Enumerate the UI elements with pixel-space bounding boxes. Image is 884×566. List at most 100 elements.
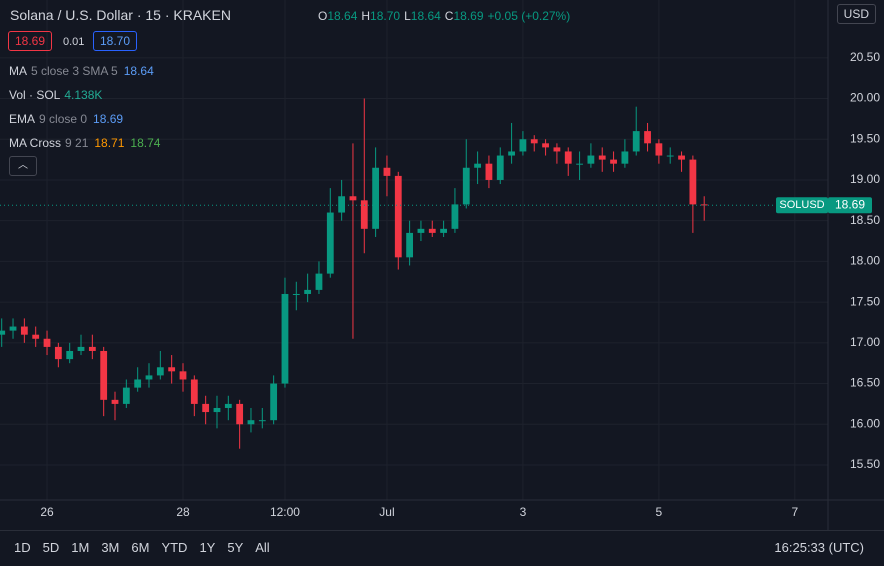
currency-button[interactable]: USD <box>836 4 876 24</box>
plot-background <box>0 0 884 530</box>
x-tick-label: 28 <box>176 505 190 519</box>
candle-body <box>145 375 153 380</box>
sell-button[interactable]: 18.69 <box>8 31 53 51</box>
range-button[interactable]: 6M <box>131 540 150 555</box>
candle-body <box>519 139 527 152</box>
candle-body <box>315 273 323 290</box>
candle-body <box>428 228 436 233</box>
ohlc-key: H <box>361 9 371 23</box>
candle-body <box>542 143 549 148</box>
indicator-value: 18.71 <box>94 136 125 150</box>
candle-body <box>111 399 119 404</box>
ohlc-value: 18.70 <box>370 9 401 23</box>
range-button[interactable]: 3M <box>101 540 120 555</box>
candle-body <box>292 293 300 295</box>
candle-body <box>372 167 380 229</box>
candle-body <box>202 403 210 413</box>
symbol-tag-text: SOLUSD <box>779 199 824 211</box>
candle-body <box>134 379 142 388</box>
y-tick-label: 15.50 <box>850 457 880 471</box>
spread: 0.01 <box>63 36 85 48</box>
x-tick-label: 7 <box>792 505 799 519</box>
collapse-button[interactable]: ︿ <box>9 156 37 176</box>
indicator-name: MA <box>9 64 27 78</box>
candle-body <box>360 200 368 229</box>
indicator-params: 5 close 3 SMA 5 <box>31 64 118 78</box>
candle-body <box>632 131 640 152</box>
candle-body <box>213 407 221 413</box>
range-button[interactable]: 1Y <box>199 540 216 555</box>
candle-body <box>689 159 697 205</box>
indicator-legend: MA 5 close 3 SMA 5 18.64 Vol · SOL 4.138K EMA… <box>9 62 166 158</box>
ohlc-key: L <box>404 9 411 23</box>
candle-body <box>587 155 595 164</box>
clock: 16:25:33 (UTC) <box>774 540 864 555</box>
ohlc-key: C <box>444 9 454 23</box>
range-buttons: 1D 5D 1M 3M 6M YTD 1Y 5Y All <box>14 540 282 555</box>
indicator-row[interactable]: EMA 9 close 0 18.69 <box>9 110 166 134</box>
y-tick-label: 17.50 <box>850 294 880 308</box>
indicator-value: 4.138K <box>64 88 103 102</box>
candle-body <box>304 289 312 294</box>
candle-body <box>281 293 289 384</box>
indicator-row[interactable]: MA 5 close 3 SMA 5 18.64 <box>9 62 166 86</box>
chart: 15.50 16.00 16.50 17.00 17.50 18.00 18.50 19.00… <box>0 0 884 530</box>
candle-body <box>270 383 278 421</box>
candle-body <box>338 196 346 213</box>
range-button[interactable]: YTD <box>161 540 188 555</box>
indicator-value: 18.74 <box>130 136 161 150</box>
candle-body <box>406 232 414 258</box>
y-tick-label: 20.00 <box>850 91 880 105</box>
candle-body <box>54 346 62 360</box>
indicator-row[interactable]: MA Cross 9 21 18.71 18.74 <box>9 134 166 158</box>
candle-body <box>621 151 629 164</box>
candle-body <box>451 204 459 229</box>
candle-body <box>576 163 583 165</box>
candle-body <box>77 346 85 351</box>
candle-body <box>644 131 651 144</box>
candle-body <box>168 367 176 372</box>
y-tick-label: 18.50 <box>850 213 880 227</box>
ohlc-value: 18.69 <box>453 9 484 23</box>
range-button[interactable]: 5Y <box>227 540 244 555</box>
y-tick-label: 19.00 <box>850 172 880 186</box>
ohlc-legend: O18.64 H18.70 L18.64 C18.69 +0.05 (+0.27%) <box>318 9 574 23</box>
symbol-tag <box>776 197 828 214</box>
x-tick-label: Jul <box>379 505 394 519</box>
candle-body <box>224 403 232 408</box>
ohlc-key: O <box>318 9 328 23</box>
x-tick-label: 12:00 <box>270 505 300 519</box>
range-button[interactable]: All <box>255 540 270 555</box>
buy-button[interactable]: 18.70 <box>93 31 138 51</box>
candle-body <box>247 420 255 425</box>
candle-body <box>190 379 198 404</box>
candle-body <box>564 151 572 164</box>
symbol-title[interactable]: Solana / U.S. Dollar · 15 · KRAKEN <box>10 7 231 23</box>
candle-body <box>485 163 493 180</box>
candle-body <box>496 155 504 180</box>
y-tick-label: 18.00 <box>850 254 880 268</box>
y-tick-label: 20.50 <box>850 50 880 64</box>
candle-body <box>0 330 6 335</box>
range-button[interactable]: 1D <box>14 540 31 555</box>
candle-body <box>666 155 674 157</box>
indicator-params: 9 21 <box>65 136 89 150</box>
indicator-name: EMA <box>9 112 36 126</box>
candle-body <box>440 228 448 233</box>
candle-body <box>417 228 425 233</box>
range-button[interactable]: 1M <box>71 540 90 555</box>
indicator-value: 18.64 <box>123 64 154 78</box>
x-tick-label: 3 <box>520 505 527 519</box>
symbol-text: Solana / U.S. Dollar · 15 · KRAKEN <box>10 7 231 23</box>
y-tick-label: 16.00 <box>850 416 880 430</box>
y-tick-label: 16.50 <box>850 376 880 390</box>
ohlc-value: 18.64 <box>410 9 441 23</box>
candle-body <box>349 196 357 201</box>
bottom-toolbar <box>0 530 884 566</box>
range-button[interactable]: 5D <box>42 540 60 555</box>
y-tick-label: 19.50 <box>850 131 880 145</box>
indicator-value: 18.69 <box>93 112 124 126</box>
indicator-row[interactable]: Vol · SOL 4.138K <box>9 86 166 110</box>
indicator-name: MA Cross <box>9 136 62 150</box>
candle-body <box>9 326 17 331</box>
